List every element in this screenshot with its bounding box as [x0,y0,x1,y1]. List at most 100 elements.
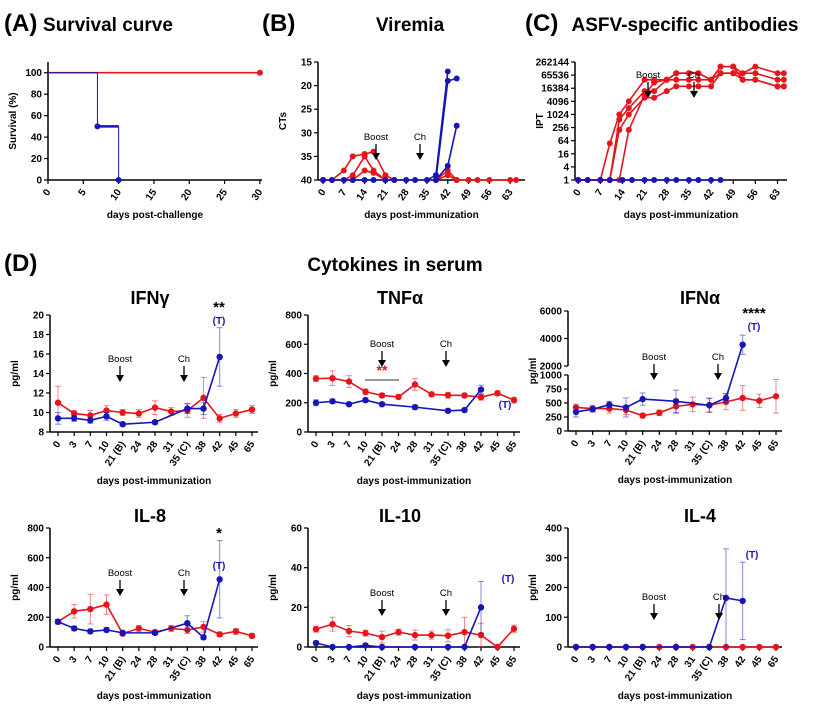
data-point-blue [672,398,680,405]
data-point-red [494,390,501,397]
x-tick-label: 28 [657,187,673,203]
y-tick-label: 100 [545,613,562,624]
euthanasia-tag: (T) [499,400,512,411]
arrow-down-icon [650,613,658,620]
y-tick-label: 4 [563,162,569,173]
panel-label-b: (B) [262,10,295,37]
data-point-blue [151,629,159,637]
y-tick-label: 600 [27,553,44,564]
significance-marker: ** [213,299,225,316]
data-point-blue [70,625,78,632]
y-tick-label: 40 [301,176,313,187]
x-tick-label: 65 [504,654,520,670]
y-tick-label: 4096 [547,97,570,108]
x-axis-label: days post-immunization [618,475,732,486]
data-point-red [730,70,737,77]
data-point-blue [641,177,648,183]
x-tick-label: 24 [389,439,405,455]
data-point-red [444,167,451,174]
arrow-down-icon [116,589,124,596]
x-tick-label: 3 [586,438,598,449]
data-point-blue [391,177,398,183]
data-point-red [461,628,468,636]
y-tick-label: 2000 [540,362,563,373]
euthanasia-tag: (T) [748,322,761,333]
x-tick-label: 35 [417,187,433,203]
y-tick-label: 65536 [541,71,569,82]
y-tick-label: 0 [38,643,44,654]
x-tick-label: 38 [194,654,210,670]
data-point-blue [320,177,327,183]
data-point-red [477,393,485,401]
data-point-red [625,105,632,112]
data-point-red [756,643,763,651]
x-tick-label: 28 [145,439,161,455]
data-point-blue [312,639,320,647]
euthanasia-tag: (T) [213,316,226,327]
data-point-red [135,410,143,417]
annotation-boost: Boost [642,592,667,603]
x-tick-label: 42 [438,187,454,203]
data-point-blue [639,643,646,651]
x-tick-label: 0 [571,187,583,198]
data-point-blue [739,597,746,605]
data-point-blue [329,398,336,405]
data-point-red [378,633,386,641]
data-point-blue [378,643,386,651]
series-line-blue [315,389,482,412]
x-tick-label: 28 [145,654,161,670]
y-tick-label: 60 [31,111,43,122]
data-point-red [695,83,702,90]
data-point-blue [622,643,630,651]
y-tick-label: 0 [556,643,562,654]
data-point-red [616,116,623,123]
chart-title: IL-4 [684,506,716,526]
annotation-boost: Boost [642,352,667,363]
y-axis-label: Survival (%) [8,92,19,149]
data-point-blue [119,629,126,637]
y-tick-label: 14 [33,369,45,380]
x-tick-label: 38 [716,654,732,670]
x-tick-label: 0 [569,438,581,449]
data-point-blue [382,177,389,183]
x-tick-label: 45 [488,654,504,670]
data-point-blue [572,643,580,651]
data-point-blue [619,177,626,183]
x-tick-label: 49 [723,187,739,203]
data-point-blue [722,394,730,402]
x-tick-label: 7 [342,654,354,665]
x-axis-label: days post-immunization [618,691,732,702]
data-point-blue [477,386,485,393]
series-line-red [578,65,784,181]
arrow-down-icon [378,360,386,367]
panel-label-a: (A) [4,10,37,37]
x-tick-label: 25 [215,187,231,203]
data-point-red [780,70,787,77]
arrow-down-icon [378,609,386,616]
data-point-red [312,625,320,633]
x-tick-label: 28 [666,654,682,670]
x-tick-label: 3 [586,654,598,665]
data-point-blue [411,643,419,651]
y-axis-label: pg/ml [528,574,539,601]
data-point-red [411,381,419,388]
x-tick-label: 7 [342,439,354,450]
data-point-blue [639,395,646,403]
y-tick-label: 16384 [541,84,569,95]
x-tick-label: 45 [749,438,765,454]
data-point-blue [584,177,591,183]
data-point-red [256,69,263,76]
x-axis-label: days post-immunization [97,691,211,702]
arrow-down-icon [715,613,723,620]
euthanasia-tag: (T) [746,550,759,561]
data-point-red [774,76,781,83]
data-point-red [663,88,670,95]
data-point-blue [432,177,439,183]
x-tick-label: 21 [375,187,391,203]
data-point-blue [370,177,377,183]
annotation-ch: Ch [440,588,452,599]
x-tick-label: 5 [77,187,89,198]
